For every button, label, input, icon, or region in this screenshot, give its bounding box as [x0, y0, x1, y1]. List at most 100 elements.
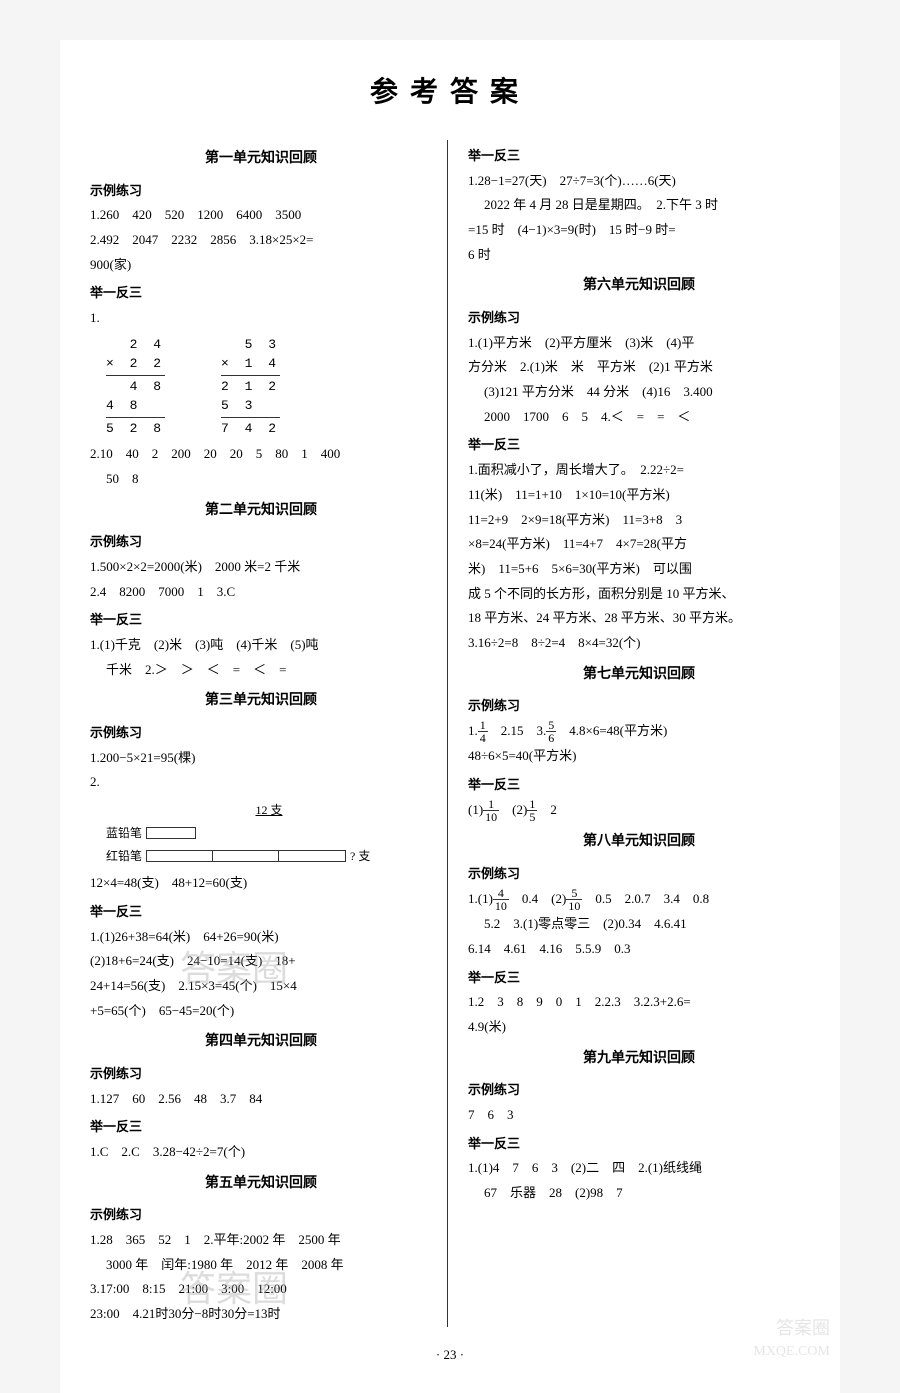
calc-row: 2 4	[106, 335, 165, 355]
text: 1.	[468, 723, 478, 738]
unit5-e3: 3.17:00 8:15 21:00 3:00 12:00	[90, 1277, 432, 1302]
unit3-e3: 12×4=48(支) 48+12=60(支)	[90, 871, 432, 896]
calc-line	[221, 417, 280, 418]
unit6-v1: 1.面积减小了，周长增大了。 2.22÷2=	[468, 458, 810, 483]
red-label: 红铅笔	[106, 845, 142, 868]
left-column: 第一单元知识回顾 示例练习 1.260 420 520 1200 6400 35…	[90, 140, 448, 1327]
unit6-example-label: 示例练习	[468, 306, 810, 331]
calc-row: × 1 4	[221, 354, 280, 374]
unit1-v2a: 2.10 40 2 200 20 20 5 80 1 400	[90, 442, 432, 467]
fraction: 15	[527, 798, 537, 823]
main-title: 参考答案	[90, 70, 810, 110]
unit4-e1: 1.127 60 2.56 48 3.7 84	[90, 1087, 432, 1112]
unit3-title: 第三单元知识回顾	[90, 688, 432, 715]
vertical-calc-1: 2 4 × 2 2 4 8 4 8 5 2 8	[106, 335, 165, 439]
unit5-title: 第五单元知识回顾	[90, 1171, 432, 1198]
unit3-e1: 1.200−5×21=95(棵)	[90, 746, 432, 771]
calc-row: 5 3	[221, 396, 280, 416]
content-columns: 第一单元知识回顾 示例练习 1.260 420 520 1200 6400 35…	[90, 140, 810, 1327]
unit1-v2b: 50 8	[90, 467, 432, 492]
unit6-e2: 方分米 2.(1)米 米 平方米 (2)1 平方米	[468, 355, 810, 380]
unit8-v1: 1.2 3 8 9 0 1 2.2.3 3.2.3+2.6=	[468, 990, 810, 1015]
diagram-row-red: 红铅笔 ? 支	[106, 845, 432, 868]
unit2-example-label: 示例练习	[90, 530, 432, 555]
calc-row: 5 2 8	[106, 419, 165, 439]
unit9-e1: 7 6 3	[468, 1103, 810, 1128]
unit8-e2: 5.2 3.(1)零点零三 (2)0.34 4.6.41	[468, 912, 810, 937]
unit3-v3: 24+14=56(支) 2.15×3=45(个) 15×4	[90, 974, 432, 999]
unit6-title: 第六单元知识回顾	[468, 273, 810, 300]
unit7-e1: 1.14 2.15 3.56 4.8×6=48(平方米)	[468, 719, 810, 745]
unit3-e2-prefix: 2.	[90, 770, 432, 795]
unit9-v1: 1.(1)4 7 6 3 (2)二 四 2.(1)纸线绳	[468, 1156, 810, 1181]
blue-label: 蓝铅笔	[106, 822, 142, 845]
right-column: 举一反三 1.28−1=27(天) 27÷7=3(个)……6(天) 2022 年…	[468, 140, 810, 1327]
unit5-e1: 1.28 365 52 1 2.平年:2002 年 2500 年	[90, 1228, 432, 1253]
unit8-variation-label: 举一反三	[468, 966, 810, 991]
diagram-row-blue: 蓝铅笔	[106, 822, 432, 845]
unit2-v2: 千米 2.＞ ＞ ＜ = ＜ =	[90, 658, 432, 683]
calc-row: 4 8	[106, 377, 165, 397]
text: 1.(1)	[468, 891, 493, 906]
unit8-title: 第八单元知识回顾	[468, 829, 810, 856]
unit5-variation-label: 举一反三	[468, 144, 810, 169]
unit5v-v3: =15 时 (4−1)×3=9(时) 15 时−9 时=	[468, 218, 810, 243]
unit3-v2: (2)18+6=24(支) 24−10=14(支) 18+	[90, 949, 432, 974]
calc-row: 5 3	[221, 335, 280, 355]
unit9-variation-label: 举一反三	[468, 1132, 810, 1157]
unit2-e1: 1.500×2×2=2000(米) 2000 米=2 千米	[90, 555, 432, 580]
unit6-variation-label: 举一反三	[468, 433, 810, 458]
unit5v-v2: 2022 年 4 月 28 日是星期四。 2.下午 3 时	[468, 193, 810, 218]
unit8-e1: 1.(1)410 0.4 (2)510 0.5 2.0.7 3.4 0.8	[468, 887, 810, 913]
text: (1)	[468, 802, 483, 817]
bar-long	[146, 850, 346, 862]
calc-row: × 2 2	[106, 354, 165, 374]
unit5-e2: 3000 年 闰年:1980 年 2012 年 2008 年	[90, 1253, 432, 1278]
pencil-diagram: 12 支 蓝铅笔 红铅笔 ? 支	[106, 799, 432, 867]
denominator: 10	[483, 811, 499, 823]
calc-line	[106, 375, 165, 376]
unit9-v2: 67 乐器 28 (2)98 7	[468, 1181, 810, 1206]
unit7-e2: 48÷6×5=40(平方米)	[468, 744, 810, 769]
unit6-v4: ×8=24(平方米) 11=4+7 4×7=28(平方	[468, 532, 810, 557]
unit8-e3: 6.14 4.61 4.16 5.5.9 0.3	[468, 937, 810, 962]
unit5v-v1: 1.28−1=27(天) 27÷7=3(个)……6(天)	[468, 169, 810, 194]
unit3-example-label: 示例练习	[90, 721, 432, 746]
denominator: 4	[478, 732, 488, 744]
unit1-e2: 2.492 2047 2232 2856 3.18×25×2=	[90, 228, 432, 253]
unit6-v6: 成 5 个不同的长方形，面积分别是 10 平方米、	[468, 582, 810, 607]
unit2-e2: 2.4 8200 7000 1 3.C	[90, 580, 432, 605]
vertical-calc-2: 5 3 × 1 4 2 1 2 5 3 7 4 2	[221, 335, 280, 439]
unit6-e1: 1.(1)平方米 (2)平方厘米 (3)米 (4)平	[468, 331, 810, 356]
unit4-variation-label: 举一反三	[90, 1115, 432, 1140]
vertical-calc-pair: 2 4 × 2 2 4 8 4 8 5 2 8 5 3 × 1 4 2 1 2 …	[90, 331, 432, 443]
unit9-example-label: 示例练习	[468, 1078, 810, 1103]
unit8-v2: 4.9(米)	[468, 1015, 810, 1040]
unit7-variation-label: 举一反三	[468, 773, 810, 798]
denominator: 6	[546, 732, 556, 744]
unit3-variation-label: 举一反三	[90, 900, 432, 925]
unit6-e4: 2000 1700 6 5 4.＜ = = ＜	[468, 405, 810, 430]
page-number: · 23 ·	[90, 1347, 810, 1363]
text: 2.15 3.	[488, 723, 547, 738]
unit1-variation-label: 举一反三	[90, 281, 432, 306]
unit4-example-label: 示例练习	[90, 1062, 432, 1087]
unit7-example-label: 示例练习	[468, 694, 810, 719]
unit2-variation-label: 举一反三	[90, 608, 432, 633]
unit1-v1: 1.	[90, 306, 432, 331]
calc-line	[221, 375, 280, 376]
unit1-e1: 1.260 420 520 1200 6400 3500	[90, 203, 432, 228]
unit6-v2: 11(米) 11=1+10 1×10=10(平方米)	[468, 483, 810, 508]
q-label: ? 支	[350, 845, 370, 868]
fraction: 14	[478, 719, 488, 744]
fraction: 410	[493, 887, 509, 912]
denominator: 5	[527, 811, 537, 823]
calc-row: 2 1 2	[221, 377, 280, 397]
unit4-title: 第四单元知识回顾	[90, 1029, 432, 1056]
unit6-v5: 米) 11=5+6 5×6=30(平方米) 可以围	[468, 557, 810, 582]
unit5v-v4: 6 时	[468, 243, 810, 268]
unit3-v1: 1.(1)26+38=64(米) 64+26=90(米)	[90, 925, 432, 950]
unit1-e3: 900(家)	[90, 253, 432, 278]
calc-row: 4 8	[106, 396, 165, 416]
unit1-title: 第一单元知识回顾	[90, 146, 432, 173]
